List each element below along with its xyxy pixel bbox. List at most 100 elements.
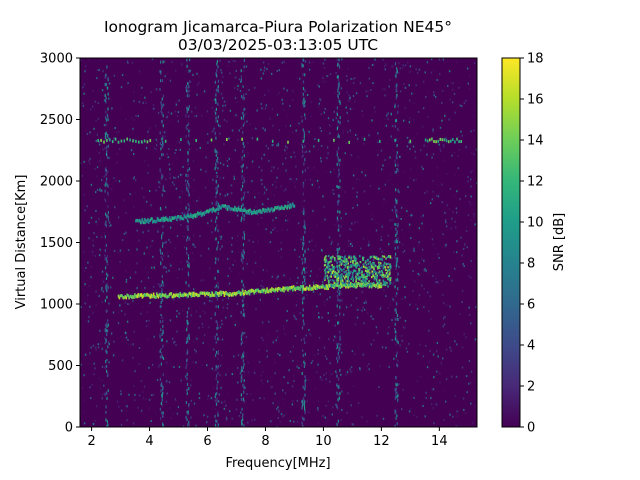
- noise-cell: [311, 249, 314, 252]
- noise-cell: [289, 419, 291, 422]
- echo-cell: [294, 288, 296, 292]
- noise-cell: [278, 239, 280, 242]
- noise-cell: [474, 154, 477, 157]
- noise-cell: [271, 386, 273, 388]
- noise-cell: [321, 263, 323, 265]
- noise-cell: [464, 213, 467, 216]
- noise-cell: [352, 206, 354, 209]
- noise-cell: [180, 224, 182, 226]
- noise-cell: [218, 400, 220, 403]
- noise-cell: [198, 197, 200, 200]
- echo-cell: [198, 293, 201, 297]
- noise-cell: [309, 412, 311, 414]
- noise-cell: [198, 392, 201, 395]
- noise-cell: [437, 195, 440, 198]
- band-cell: [186, 110, 188, 114]
- noise-cell: [201, 322, 203, 325]
- noise-cell: [349, 243, 352, 245]
- noise-cell: [380, 173, 383, 176]
- noise-cell: [181, 310, 184, 312]
- noise-cell: [85, 65, 87, 68]
- band-cell: [303, 399, 305, 403]
- band-cell: [396, 302, 398, 306]
- echo-cell: [388, 255, 390, 258]
- noise-cell: [200, 168, 202, 171]
- noise-cell: [447, 326, 449, 329]
- noise-cell: [202, 341, 204, 344]
- noise-cell: [381, 168, 383, 171]
- noise-cell: [317, 84, 319, 87]
- noise-cell: [319, 293, 321, 296]
- noise-cell: [429, 252, 431, 254]
- y-tick-label: 2500: [40, 113, 73, 128]
- noise-cell: [408, 223, 411, 226]
- echo-cell: [317, 285, 320, 289]
- noise-cell: [92, 239, 94, 242]
- noise-cell: [251, 137, 254, 140]
- noise-cell: [84, 353, 87, 356]
- noise-cell: [142, 101, 144, 104]
- noise-cell: [443, 302, 445, 305]
- noise-cell: [439, 397, 442, 400]
- noise-cell: [470, 195, 472, 198]
- band-cell: [338, 99, 340, 103]
- noise-cell: [172, 253, 174, 256]
- noise-cell: [392, 283, 394, 286]
- band-cell: [243, 65, 245, 69]
- noise-cell: [277, 142, 279, 145]
- noise-cell: [236, 302, 239, 305]
- echo-cell: [133, 296, 135, 299]
- band-cell: [217, 160, 219, 164]
- noise-cell: [474, 223, 476, 226]
- echo-cell: [366, 271, 368, 274]
- echo-cell: [373, 256, 376, 259]
- noise-cell: [114, 187, 117, 190]
- band-cell: [159, 417, 162, 421]
- noise-cell: [113, 74, 116, 77]
- noise-cell: [458, 397, 461, 400]
- noise-cell: [329, 132, 331, 135]
- noise-cell: [92, 105, 94, 108]
- noise-cell: [151, 266, 153, 269]
- noise-cell: [350, 229, 352, 231]
- noise-cell: [364, 174, 367, 177]
- noise-cell: [101, 394, 103, 397]
- noise-cell: [221, 170, 223, 173]
- echo-cell: [426, 139, 429, 143]
- noise-cell: [201, 364, 204, 366]
- noise-cell: [456, 240, 458, 243]
- noise-cell: [341, 299, 343, 302]
- noise-cell: [459, 198, 461, 201]
- noise-cell: [446, 204, 448, 207]
- band-cell: [214, 148, 216, 152]
- echo-cell: [189, 213, 192, 217]
- echo-cell: [344, 281, 347, 284]
- band-cell: [215, 112, 217, 115]
- noise-cell: [258, 360, 261, 363]
- echo-cell: [333, 281, 336, 285]
- noise-cell: [265, 191, 267, 194]
- band-cell: [397, 383, 399, 387]
- noise-cell: [157, 229, 159, 232]
- noise-cell: [88, 340, 90, 343]
- noise-cell: [237, 158, 240, 161]
- band-cell: [337, 77, 340, 81]
- band-cell: [105, 167, 107, 171]
- band-cell: [162, 114, 164, 118]
- noise-cell: [120, 309, 123, 312]
- band-cell: [302, 87, 305, 91]
- echo-cell: [387, 285, 389, 288]
- echo-cell: [327, 264, 329, 267]
- noise-cell: [165, 241, 167, 244]
- noise-cell: [132, 148, 135, 151]
- noise-cell: [229, 410, 231, 413]
- echo-cell: [333, 138, 335, 142]
- noise-cell: [312, 281, 315, 284]
- noise-cell: [456, 359, 458, 362]
- noise-cell: [351, 423, 353, 425]
- noise-cell: [464, 296, 466, 299]
- band-cell: [105, 329, 107, 333]
- noise-cell: [425, 88, 427, 91]
- echo-cell: [226, 208, 229, 211]
